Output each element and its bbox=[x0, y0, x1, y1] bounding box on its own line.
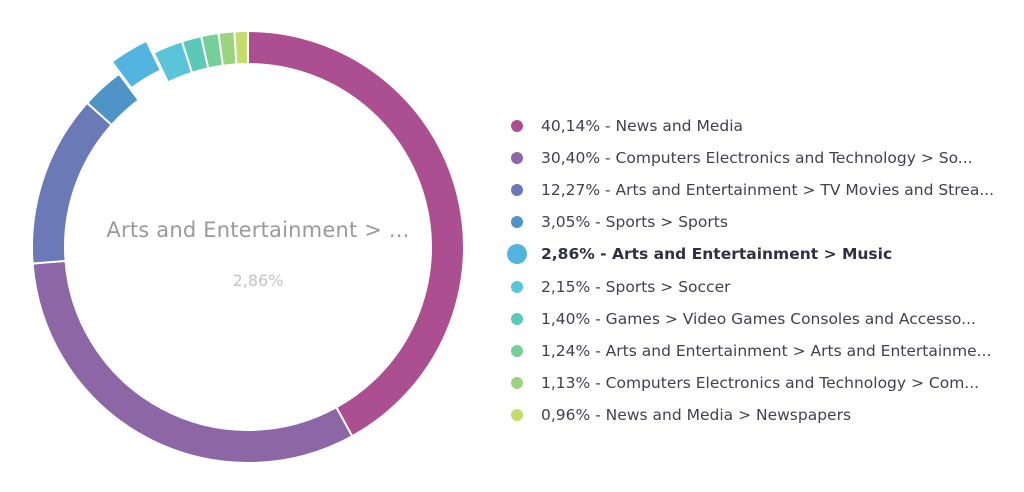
legend-label: 30,40% - Computers Electronics and Techn… bbox=[541, 149, 973, 168]
center-value: 2,86% bbox=[232, 271, 284, 290]
legend-dot-icon bbox=[511, 376, 523, 389]
legend-item[interactable]: 3,05% - Sports > Sports bbox=[506, 206, 1006, 238]
donut-slice[interactable] bbox=[86, 72, 140, 126]
center-label: Arts and Entertainment > ... bbox=[106, 218, 410, 242]
legend-dot-icon bbox=[507, 244, 527, 265]
legend-dot-icon bbox=[511, 152, 523, 165]
legend-label: 1,40% - Games > Video Games Consoles and… bbox=[541, 309, 976, 328]
legend-label: 1,13% - Computers Electronics and Techno… bbox=[541, 373, 980, 392]
legend-label: 1,24% - Arts and Entertainment > Arts an… bbox=[541, 341, 992, 360]
legend-item[interactable]: 2,86% - Arts and Entertainment > Music bbox=[506, 238, 1006, 270]
legend-item[interactable]: 1,40% - Games > Video Games Consoles and… bbox=[506, 303, 1006, 335]
donut-slice[interactable] bbox=[31, 259, 354, 464]
donut-slice[interactable] bbox=[110, 39, 162, 90]
chart-legend: 40,14% - News and Media 30,40% - Computer… bbox=[506, 110, 1006, 431]
legend-item[interactable]: 30,40% - Computers Electronics and Techn… bbox=[506, 142, 1006, 174]
legend-label: 0,96% - News and Media > Newspapers bbox=[541, 405, 852, 424]
legend-dot-icon bbox=[511, 280, 523, 293]
legend-label: 2,15% - Sports > Soccer bbox=[541, 277, 731, 296]
legend-label: 2,86% - Arts and Entertainment > Music bbox=[541, 245, 893, 264]
legend-item[interactable]: 0,96% - News and Media > Newspapers bbox=[506, 399, 1006, 431]
legend-dot-icon bbox=[511, 408, 523, 421]
legend-dot-icon bbox=[511, 184, 523, 197]
donut-svg bbox=[31, 30, 465, 464]
donut-slice[interactable] bbox=[233, 30, 249, 66]
legend-label: 40,14% - News and Media bbox=[541, 117, 743, 136]
legend-dot-icon bbox=[511, 344, 523, 357]
legend-item[interactable]: 12,27% - Arts and Entertainment > TV Mov… bbox=[506, 174, 1006, 206]
legend-label: 12,27% - Arts and Entertainment > TV Mov… bbox=[541, 181, 995, 200]
legend-item[interactable]: 1,13% - Computers Electronics and Techno… bbox=[506, 367, 1006, 399]
legend-item[interactable]: 40,14% - News and Media bbox=[506, 110, 1006, 142]
legend-dot-icon bbox=[511, 312, 523, 325]
legend-dot-icon bbox=[511, 120, 523, 133]
legend-dot-icon bbox=[511, 216, 523, 229]
legend-label: 3,05% - Sports > Sports bbox=[541, 213, 728, 232]
legend-item[interactable]: 1,24% - Arts and Entertainment > Arts an… bbox=[506, 335, 1006, 367]
legend-item[interactable]: 2,15% - Sports > Soccer bbox=[506, 270, 1006, 302]
